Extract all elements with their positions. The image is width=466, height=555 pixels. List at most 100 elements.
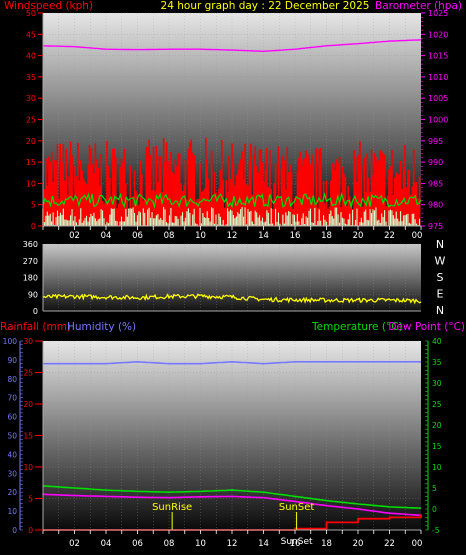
x-tick-label: 20 (353, 539, 364, 549)
y-tick-label: 0 (28, 526, 33, 535)
y-tick-label: 5 (31, 201, 36, 210)
windspeed-title: Windspeed (kph) (4, 0, 93, 12)
y-tick-label: 10 (432, 463, 442, 472)
y-tick-label: -5 (432, 526, 440, 535)
y-tick-label: 1015 (428, 52, 448, 61)
y-tick-label: 360 (23, 240, 38, 249)
x-tick-label: 08 (164, 231, 175, 241)
y-tick-label: 1020 (428, 30, 448, 39)
wind-direction-trace (42, 293, 422, 305)
y-tick-label: 80 (7, 375, 17, 384)
y-tick-label: 995 (428, 137, 443, 146)
y-tick-label: 40 (432, 337, 442, 346)
y-tick-label: 1005 (428, 94, 448, 103)
y-tick-label: 1000 (428, 116, 448, 125)
y-tick-label: 980 (428, 201, 443, 210)
humidity-line (43, 360, 421, 365)
y-tick-label: 270 (23, 257, 38, 266)
y-tick-label: 45 (26, 30, 36, 39)
x-tick-label: 00 (412, 231, 423, 241)
compass-label: E (437, 288, 444, 301)
y-tick-label: 0 (33, 307, 38, 316)
compass-label: S (437, 271, 444, 284)
x-tick-label: 16 (290, 539, 301, 549)
x-tick-label: 02 (69, 539, 80, 549)
y-tick-label: 50 (7, 432, 17, 441)
humidity-title: Humidity (%) (67, 321, 136, 333)
compass-label: N (436, 304, 444, 317)
y-tick-label: 20 (432, 421, 442, 430)
y-tick-label: 50 (26, 9, 36, 18)
y-tick-label: 975 (428, 222, 443, 231)
compass-label: W (435, 255, 446, 268)
sun-marker-label: SunRise (152, 502, 192, 513)
y-tick-label: 30 (23, 337, 33, 346)
x-tick-label: 10 (195, 539, 206, 549)
y-tick-label: 1025 (428, 9, 448, 18)
x-tick-label: 10 (195, 231, 206, 241)
x-tick-label: 22 (384, 231, 395, 241)
x-tick-label: 12 (227, 539, 238, 549)
x-tick-label: 02 (69, 231, 80, 241)
barometer-line (42, 39, 422, 53)
y-tick-label: 60 (7, 413, 17, 422)
y-tick-label: 15 (23, 432, 33, 441)
x-tick-label: 06 (132, 231, 143, 241)
y-tick-label: 20 (23, 400, 33, 409)
rainfall-title: Rainfall (mm) (0, 321, 71, 333)
x-tick-label: 04 (101, 231, 112, 241)
y-tick-label: 10 (23, 463, 33, 472)
y-tick-label: 25 (432, 400, 442, 409)
y-tick-label: 35 (432, 358, 442, 367)
y-tick-label: 30 (26, 94, 36, 103)
x-tick-label: 04 (101, 539, 112, 549)
x-tick-label: 20 (353, 231, 364, 241)
y-tick-label: 20 (26, 137, 36, 146)
y-tick-label: 30 (7, 469, 17, 478)
sun-marker-label: SunSet (279, 502, 315, 513)
y-tick-label: 35 (26, 73, 36, 82)
y-tick-label: 0 (31, 222, 36, 231)
x-tick-label: 14 (258, 231, 269, 241)
dewpoint-title: Dew Point (°C) (388, 321, 465, 333)
y-tick-label: 25 (26, 116, 36, 125)
y-tick-label: 90 (7, 356, 17, 365)
y-tick-label: 180 (23, 274, 38, 283)
y-tick-label: 0 (432, 505, 437, 514)
x-tick-label: 18 (321, 539, 332, 549)
y-tick-label: 0 (12, 526, 17, 535)
y-tick-label: 990 (428, 158, 443, 167)
barometer-title: Barometer (hpa) (375, 0, 462, 12)
y-tick-label: 100 (3, 337, 18, 346)
y-tick-label: 5 (28, 495, 33, 504)
temperature-title: Temperature (°C) (311, 321, 403, 333)
temperature-line (42, 485, 422, 509)
x-tick-label: 08 (164, 539, 175, 549)
y-tick-label: 20 (7, 488, 17, 497)
y-tick-label: 10 (7, 507, 17, 516)
x-tick-label: 12 (227, 231, 238, 241)
x-tick-label: 14 (258, 539, 269, 549)
y-tick-label: 15 (26, 158, 36, 167)
x-tick-label: 16 (290, 231, 301, 241)
x-tick-label: 18 (321, 231, 332, 241)
wind-average-line (42, 191, 422, 209)
footer-sunset-label: SunSet (281, 537, 313, 547)
y-tick-label: 30 (432, 379, 442, 388)
compass-label: N (436, 238, 444, 251)
x-tick-label: 00 (412, 539, 423, 549)
y-tick-label: 5 (432, 484, 437, 493)
y-tick-label: 25 (23, 369, 33, 378)
y-tick-label: 985 (428, 179, 443, 188)
y-tick-label: 40 (7, 450, 17, 459)
y-tick-label: 15 (432, 442, 442, 451)
chart-date-title: 24 hour graph day : 22 December 2025 (161, 0, 370, 12)
y-tick-label: 10 (26, 179, 36, 188)
y-tick-label: 40 (26, 52, 36, 61)
y-tick-label: 1010 (428, 73, 448, 82)
y-tick-label: 70 (7, 394, 17, 403)
y-tick-label: 90 (28, 290, 38, 299)
x-tick-label: 22 (384, 539, 395, 549)
x-tick-label: 06 (132, 539, 143, 549)
